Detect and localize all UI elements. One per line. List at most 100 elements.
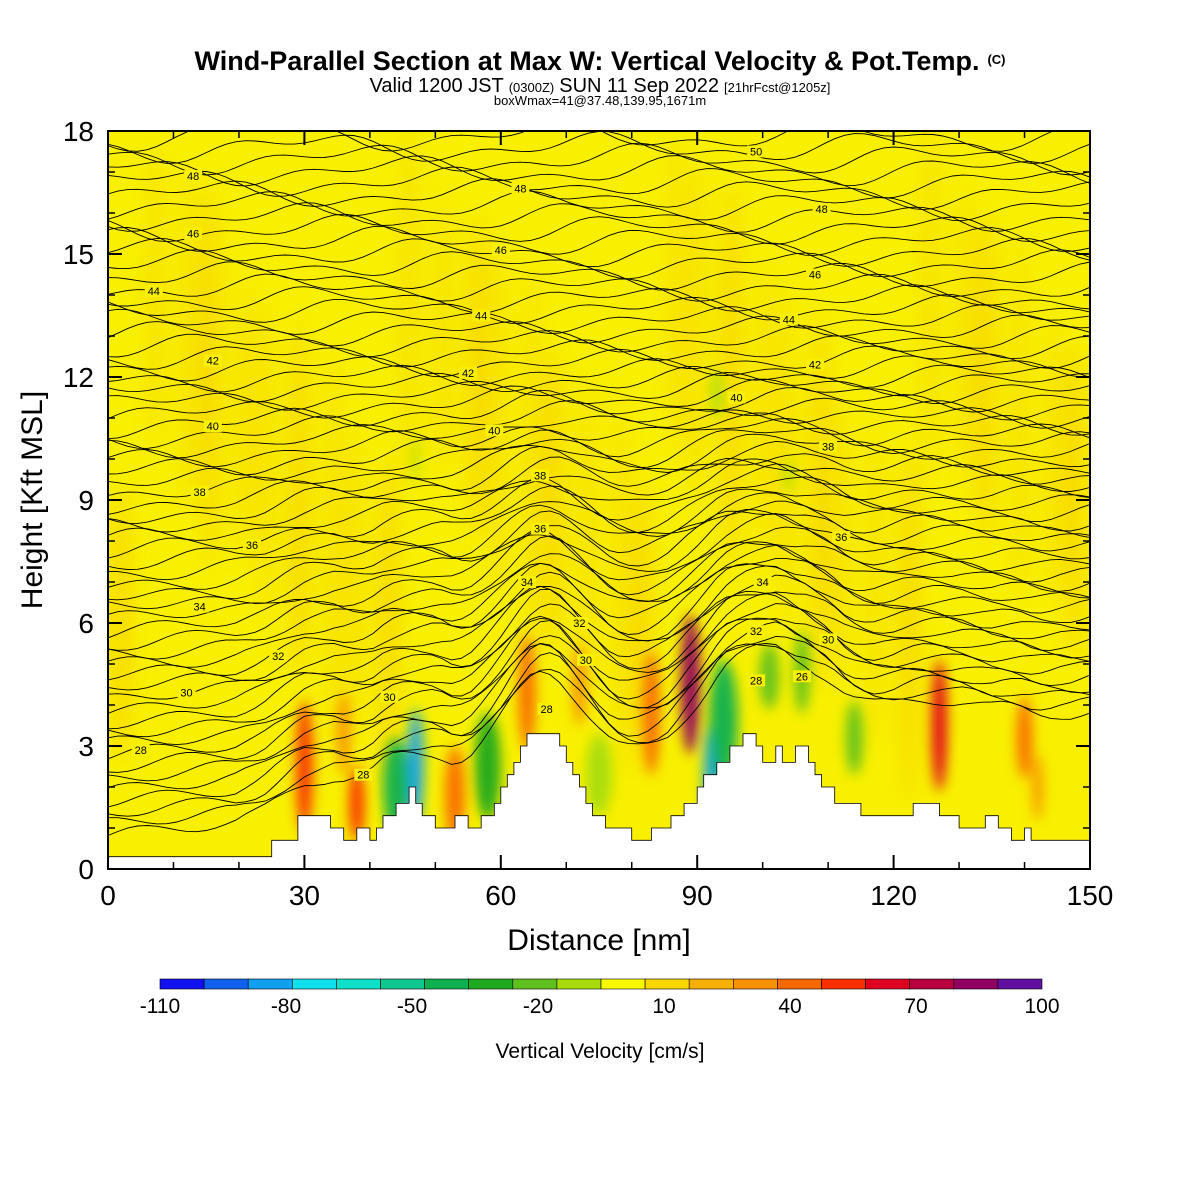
theta-contour-line [108,249,1090,280]
theta-contour-line [108,225,1090,256]
x-axis-label: Distance [nm] [507,924,690,957]
contour-label: 38 [190,485,209,499]
theta-contour-line [108,387,1090,440]
colorbar-segment [777,978,822,990]
colorbar-tick-label: 70 [904,995,927,1018]
w-feature [348,766,365,841]
w-feature [585,733,613,816]
w-feature [711,368,723,418]
contour-label: 36 [832,530,851,544]
w-background-stripe [757,264,774,572]
svg-text:42: 42 [809,360,821,372]
contour-label: 44 [472,309,491,323]
theta-contour-line [108,364,1090,403]
contour-label: 40 [727,391,746,405]
svg-text:36: 36 [835,532,847,544]
colorbar-segment [997,978,1043,990]
w-background-stripe [380,450,397,796]
contour-label: 32 [269,649,288,663]
w-background-stripe [346,426,363,738]
colorbar-segment [291,978,337,990]
svg-text:42: 42 [207,356,219,368]
contour-label: 44 [779,313,798,327]
svg-text:48: 48 [514,183,526,195]
colorbar-segment [203,978,249,990]
x-tick-label: 30 [289,880,320,911]
w-feature [295,700,313,833]
w-background-stripe [1066,339,1083,661]
y-tick-label: 12 [63,362,94,393]
theta-contour-line [108,412,1090,468]
y-tick-label: 6 [78,608,94,639]
svg-text:46: 46 [187,229,199,241]
contour-label: 36 [531,522,550,536]
theta-contour-line [108,142,1090,176]
theta-contour-line [108,407,1090,459]
svg-text:44: 44 [783,315,795,327]
w-feature [1016,696,1033,779]
svg-text:28: 28 [750,675,762,687]
theta-contour-line [108,284,1090,314]
colorbar-segment [380,978,425,990]
x-tick-label: 0 [100,880,116,911]
svg-text:34: 34 [521,577,533,589]
contour-label: 28 [131,744,150,757]
theta-contour-line [108,592,1090,760]
theta-contour-line [108,541,1090,668]
contour-label: 42 [459,366,478,380]
svg-text:36: 36 [534,524,546,536]
contour-label: 40 [203,420,222,433]
theta-contour-line [108,213,1090,245]
svg-text:46: 46 [495,245,507,257]
svg-text:26: 26 [796,671,808,683]
theta-contour-line [108,378,1090,420]
colorbar-segment [821,978,866,990]
w-background-stripe [469,213,486,541]
svg-text:30: 30 [822,634,834,646]
theta-contour-line [108,155,1090,187]
svg-text:38: 38 [534,470,546,482]
contour-label: 34 [190,600,209,614]
theta-contour-line [108,618,1090,782]
colorbar-segment [732,978,778,990]
svg-text:46: 46 [809,270,821,282]
svg-text:44: 44 [475,311,487,323]
colorbar-title: Vertical Velocity [cm/s] [496,1040,705,1063]
svg-text:32: 32 [750,626,762,638]
w-feature [413,434,419,484]
colorbar-tick-label: 40 [778,995,801,1018]
contour-label: 38 [819,440,838,454]
x-tick-label: 150 [1067,880,1114,911]
contour-label: 34 [753,576,772,589]
colorbar-segment [644,978,690,990]
w-feature [784,459,793,492]
theta-contour-line [108,492,1090,590]
contour-label: 46 [491,243,510,257]
w-feature [1032,754,1043,820]
svg-text:28: 28 [357,770,369,782]
w-background-stripe [613,393,630,771]
colorbar [159,978,1043,990]
w-background-stripe [901,444,918,802]
theta-contour-line [108,476,1090,570]
theta-contour-line [108,463,1090,559]
contour-label: 30 [576,653,595,667]
w-background-stripe [202,186,219,568]
theta-contour-line [108,635,1090,817]
theta-contour-line [108,557,1090,691]
colorbar-segment [600,978,646,990]
theta-contour-line [108,178,1090,211]
plot-area: 50 48 48 48 46 46 46 44 44 44 42 42 42 40 40 40 38 38 38 36… [108,131,1090,869]
contour-label: 48 [812,202,831,216]
theta-contour-line [108,261,1090,291]
theta-contour-line [108,304,1090,335]
theta-contour-line [108,440,1090,515]
contour-label: 40 [485,424,504,437]
w-background-stripe [1045,315,1062,603]
colorbar-segment [909,978,955,990]
x-tick-label: 120 [870,880,917,911]
colorbar-tick-label: -80 [271,995,301,1018]
svg-text:42: 42 [462,368,474,380]
w-background-stripe [956,183,973,489]
